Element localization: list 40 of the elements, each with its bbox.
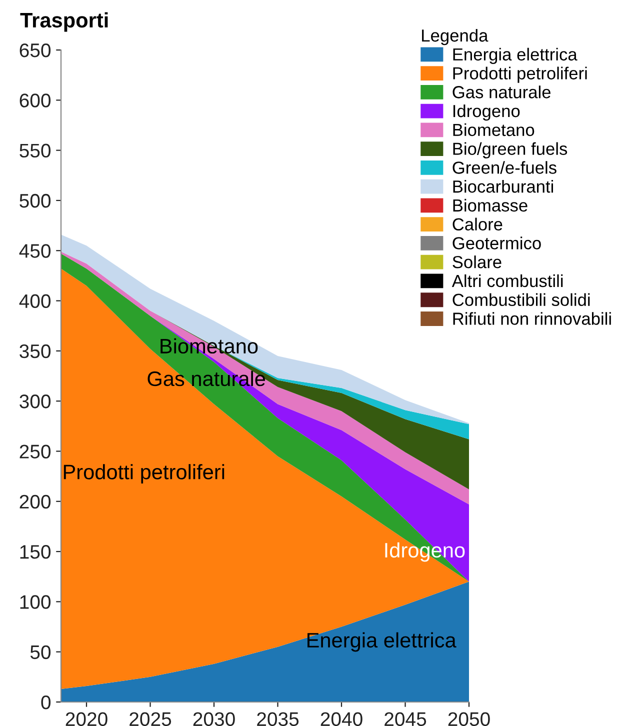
legend-label: Calore bbox=[452, 218, 502, 230]
legend-label: Biomasse bbox=[453, 198, 528, 212]
y-tick-label: 500 bbox=[20, 194, 51, 208]
legend-label: Geotermico bbox=[452, 236, 541, 250]
y-tick-label: 350 bbox=[20, 344, 51, 358]
y-tick-label: 150 bbox=[20, 545, 51, 559]
y-tick-label: 100 bbox=[20, 595, 51, 609]
y-tick-label: 300 bbox=[20, 394, 51, 408]
y-tick-label: 400 bbox=[19, 294, 51, 308]
chart-title: Trasporti bbox=[20, 12, 108, 32]
legend-label: Biometano bbox=[453, 123, 534, 136]
x-tick-label: 2050 bbox=[448, 712, 490, 726]
legend-label: Green/e-fuels bbox=[452, 161, 556, 174]
y-tick-label: 50 bbox=[30, 645, 51, 660]
legend-label: Gas naturale bbox=[452, 86, 551, 98]
legend-label: Biocarburanti bbox=[453, 180, 553, 193]
y-tick-label: 450 bbox=[19, 244, 51, 258]
legend-label: Bio/green fuels bbox=[453, 142, 568, 158]
x-tick-label: 2030 bbox=[193, 712, 235, 726]
y-tick-label: 650 bbox=[20, 43, 51, 58]
legend-label: Altri combustili bbox=[452, 274, 563, 288]
y-tick-label: 0 bbox=[41, 695, 51, 710]
x-tick-label: 2020 bbox=[66, 712, 108, 726]
x-tick-label: 2045 bbox=[384, 712, 426, 726]
x-tick-label: 2040 bbox=[320, 712, 362, 726]
y-tick-label: 250 bbox=[20, 444, 51, 458]
y-tick-label: 600 bbox=[20, 94, 51, 108]
legend-label: Rifiuti non rinnovabili bbox=[453, 312, 611, 325]
legend-label: Energia elettrica bbox=[453, 48, 578, 64]
y-tick-label: 200 bbox=[20, 494, 51, 509]
x-tick-label: 2025 bbox=[130, 712, 172, 726]
legend-label: Combustibili solidi bbox=[452, 293, 590, 306]
annotation: Prodotti petroliferi bbox=[64, 464, 224, 484]
y-tick-label: 550 bbox=[20, 144, 51, 158]
legend-label: Prodotti petroliferi bbox=[453, 66, 587, 83]
legend-title: Legenda bbox=[422, 28, 488, 46]
legend-label: Solare bbox=[452, 256, 502, 268]
x-tick-label: 2035 bbox=[257, 712, 299, 726]
annotation: Energia elettrica bbox=[308, 632, 456, 652]
legend-label: Idrogeno bbox=[453, 104, 520, 121]
